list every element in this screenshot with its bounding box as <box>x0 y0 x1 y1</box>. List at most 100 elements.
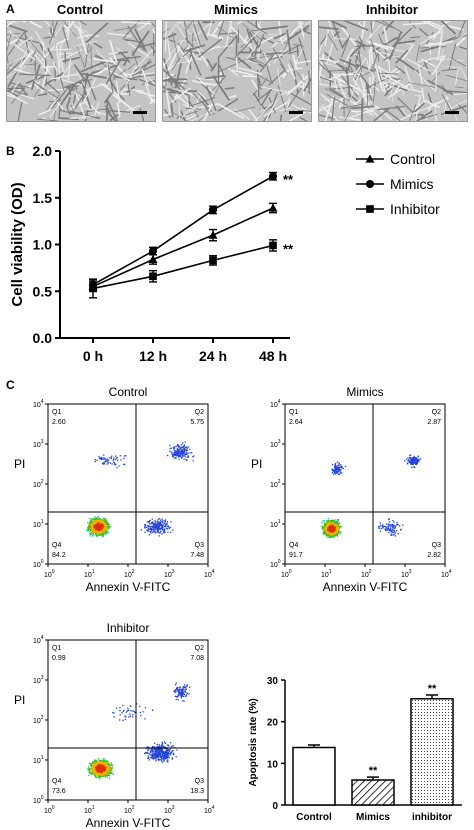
quadrant-name-q4: Q4 <box>52 542 61 549</box>
x-axis-label: Annexin V-FITC <box>323 580 408 594</box>
series-line-inhibitor <box>92 244 274 290</box>
bar-control <box>292 746 336 806</box>
plot-frame <box>47 639 209 801</box>
x-tick-label: 100 <box>281 569 292 579</box>
x-tick-label: Control <box>296 812 332 823</box>
x-tick-label: Mimics <box>356 812 390 823</box>
y-tick-label: 20 <box>267 718 279 729</box>
y-tick-label: 100 <box>33 559 44 569</box>
marker-triangle <box>268 203 278 212</box>
y-tick-label: 0 <box>272 801 278 812</box>
scale-bar <box>133 111 147 114</box>
marker-triangle <box>208 230 218 239</box>
y-tick-label: 103 <box>270 439 281 449</box>
quadrant-value-q3: 2.82 <box>427 552 441 559</box>
y-tick-label: 102 <box>33 479 44 489</box>
y-tick-label: 103 <box>33 439 44 449</box>
flow-title: Mimics <box>346 385 383 399</box>
x-tick-label: 12 h <box>139 348 167 364</box>
significance-label: ** <box>369 765 378 777</box>
x-tick-label: 0 h <box>83 348 103 364</box>
quadrant-name-q2: Q2 <box>195 645 204 652</box>
quadrant-value-q3: 7.48 <box>190 552 204 559</box>
quadrant-value-q4: 84.2 <box>52 552 66 559</box>
y-tick-label: 100 <box>33 795 44 805</box>
quadrant-value-q1: 0.99 <box>52 655 66 662</box>
marker-square <box>269 241 277 250</box>
image-title-control: Control <box>56 2 104 17</box>
y-tick-label: 0.5 <box>33 283 53 299</box>
plot-frame <box>47 403 209 565</box>
marker-circle <box>268 172 278 181</box>
x-tick-label: 102 <box>124 805 135 815</box>
flow-title: Inhibitor <box>107 621 150 635</box>
quadrant-name-q2: Q2 <box>432 409 441 416</box>
x-tick-label: 101 <box>84 569 95 579</box>
x-tick-label: 100 <box>44 569 55 579</box>
panel-b-letter: B <box>6 144 15 158</box>
quadrant-name-q3: Q3 <box>195 778 204 785</box>
legend-label-inhibitor: Inhibitor <box>390 201 440 217</box>
quadrant-name-q1: Q1 <box>289 409 298 416</box>
x-tick-label: 24 h <box>199 348 227 364</box>
x-tick-label: 102 <box>124 569 135 579</box>
y-tick-label: 101 <box>33 755 44 765</box>
panel-a-letter: A <box>6 2 15 16</box>
x-tick-label: 101 <box>84 805 95 815</box>
quadrant-value-q2: 2.87 <box>427 419 441 426</box>
series-line-control <box>92 207 274 288</box>
y-tick-label: 100 <box>270 559 281 569</box>
y-tick-label: 30 <box>267 676 279 687</box>
quadrant-name-q4: Q4 <box>52 778 61 785</box>
quadrant-name-q1: Q1 <box>52 409 61 416</box>
significance-label: ** <box>283 241 294 256</box>
y-tick-label: 104 <box>33 635 44 645</box>
quadrant-name-q1: Q1 <box>52 645 61 652</box>
significance-label: ** <box>283 172 294 187</box>
quadrant-value-q2: 5.75 <box>190 419 204 426</box>
image-title-mimics: Mimics <box>213 2 259 17</box>
y-tick-label: 104 <box>270 399 281 409</box>
micrograph-inhibitor <box>318 20 468 122</box>
x-tick-label: 104 <box>204 805 215 815</box>
x-tick-label: 103 <box>164 805 175 815</box>
quadrant-value-q1: 2.64 <box>289 419 303 426</box>
series-line-mimics <box>92 175 274 286</box>
quadrant-name-q3: Q3 <box>432 542 441 549</box>
y-tick-label: 0.0 <box>33 330 53 346</box>
image-title-inhibitor: Inhibitor <box>366 2 418 17</box>
x-tick-label: 100 <box>44 805 55 815</box>
x-axis-label: Annexin V-FITC <box>86 580 171 594</box>
marker-circle <box>148 246 158 256</box>
y-axis-label: PI <box>14 457 25 471</box>
legend-label-control: Control <box>390 151 435 167</box>
y-axis-label: PI <box>14 693 25 707</box>
marker-square <box>209 256 217 265</box>
y-tick-label: 2.0 <box>33 143 53 159</box>
x-tick-label: 102 <box>361 569 372 579</box>
quadrant-name-q4: Q4 <box>289 542 298 549</box>
scale-bar <box>289 111 303 114</box>
y-tick-label: 103 <box>33 675 44 685</box>
quadrant-name-q2: Q2 <box>195 409 204 416</box>
x-tick-label: 101 <box>321 569 332 579</box>
x-tick-label: inhibitor <box>412 812 452 823</box>
quadrant-name-q3: Q3 <box>195 542 204 549</box>
y-tick-label: 101 <box>33 519 44 529</box>
quadrant-value-q2: 7.08 <box>190 655 204 662</box>
y-axis-label: Cell viability (OD) <box>9 182 26 306</box>
y-tick-label: 104 <box>33 399 44 409</box>
y-tick-label: 102 <box>270 479 281 489</box>
marker-square <box>149 272 157 281</box>
cell-viability-line-chart: 0.0 0.5 1.0 1.5 2.0 0 h 12 h 24 h 48 h Cell viabi… <box>9 143 440 364</box>
flow-title: Control <box>109 385 148 399</box>
x-axis-label: Annexin V-FITC <box>86 816 171 830</box>
y-axis-label: Apoptosis rate (%) <box>248 698 259 786</box>
x-tick-label: 103 <box>164 569 175 579</box>
x-tick-label: 104 <box>441 569 452 579</box>
plot-frame <box>284 403 446 565</box>
marker-circle <box>365 179 375 189</box>
apoptosis-bar-chart: 0 10 20 30 Apoptosis rate (%) Control ** Mimics… <box>248 676 462 823</box>
marker-circle <box>208 205 218 214</box>
